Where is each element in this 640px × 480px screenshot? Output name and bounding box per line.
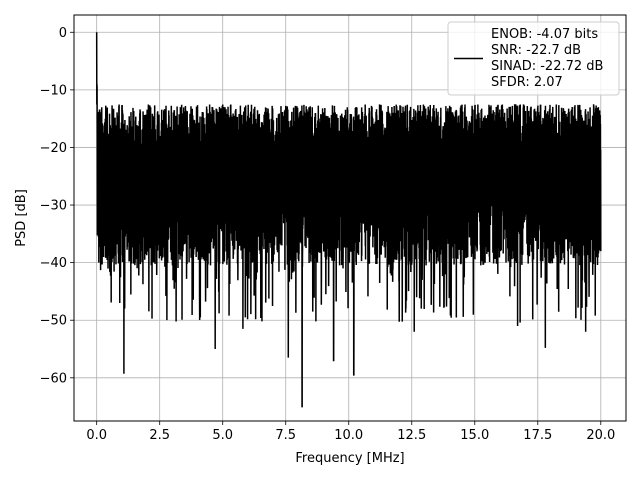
legend-box xyxy=(447,21,620,96)
x-tick-label: 2.5 xyxy=(149,428,170,443)
x-tick-label: 5.0 xyxy=(212,428,233,443)
x-tick-label: 0.0 xyxy=(86,428,107,443)
x-tick-label: 20.0 xyxy=(586,428,615,443)
y-tick-label: −50 xyxy=(40,314,67,329)
plot-area xyxy=(95,32,602,408)
legend-line-sfdr: SFDR: 2.07 xyxy=(491,75,563,90)
y-tick-label: −10 xyxy=(40,83,67,98)
x-tick-label: 17.5 xyxy=(523,428,552,443)
y-axis-label: PSD [dB] xyxy=(14,189,29,247)
legend-line-sinad: SINAD: -22.72 dB xyxy=(491,59,603,74)
y-tick-label: −20 xyxy=(40,141,67,156)
y-tick-label: −40 xyxy=(40,256,67,271)
y-axis: 0 −10 −20 −30 −40 −50 −60 xyxy=(40,26,74,386)
legend-line-enob: ENOB: -4.07 bits xyxy=(491,27,598,42)
y-tick-label: −30 xyxy=(40,199,67,214)
x-tick-label: 15.0 xyxy=(460,428,489,443)
y-tick-label: 0 xyxy=(59,26,67,41)
psd-series-line xyxy=(95,32,602,408)
legend: ENOB: -4.07 bits SNR: -22.7 dB SINAD: -2… xyxy=(447,21,620,96)
x-tick-label: 12.5 xyxy=(397,428,426,443)
x-axis-label: Frequency [MHz] xyxy=(295,451,404,466)
x-axis: 0.0 2.5 5.0 7.5 10.0 12.5 15.0 17.5 20.0 xyxy=(86,421,615,443)
x-tick-label: 10.0 xyxy=(334,428,363,443)
axes-frame xyxy=(73,14,627,422)
x-tick-label: 7.5 xyxy=(275,428,296,443)
legend-line-snr: SNR: -22.7 dB xyxy=(491,43,581,58)
y-tick-label: −60 xyxy=(40,371,67,386)
